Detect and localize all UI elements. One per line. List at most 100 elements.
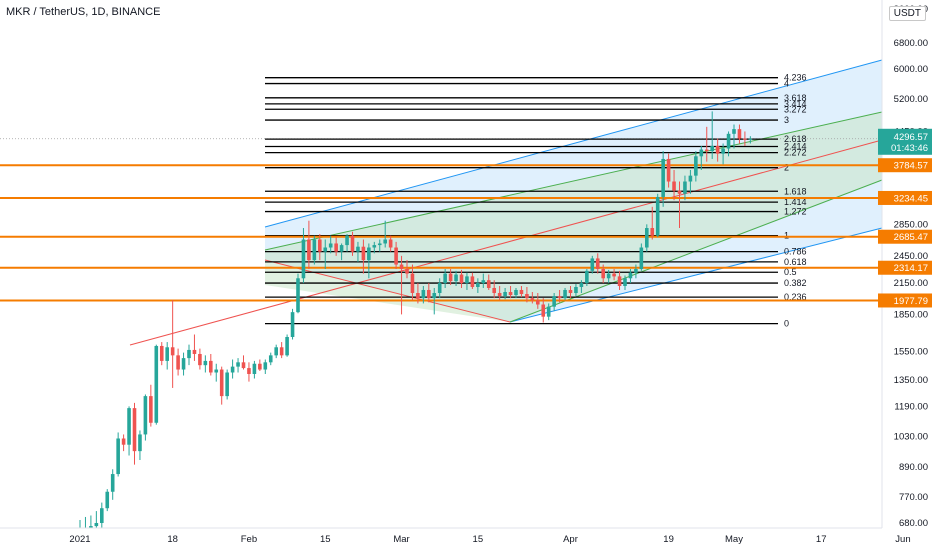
candle-35 [268, 352, 273, 366]
candle-body [361, 246, 366, 261]
fib-label-9: 1.618 [784, 186, 807, 196]
candle-body [350, 235, 355, 252]
candle-76 [492, 280, 496, 299]
fib-label-17: 3.618 [784, 93, 807, 103]
candle-body [334, 243, 338, 252]
candle-52 [361, 239, 366, 274]
candle-body [552, 296, 556, 307]
candle-body [585, 270, 589, 284]
x-tick-label-7: 19 [663, 534, 674, 545]
x-tick-label-9: 17 [816, 534, 827, 545]
candle-body [688, 175, 693, 182]
candle-46 [328, 235, 333, 254]
level-tag-label-1: 3234.45 [894, 193, 928, 204]
candle-body [236, 362, 240, 367]
candle-body [437, 283, 442, 294]
candle-body [328, 243, 333, 248]
candle-26 [219, 366, 224, 405]
candle-15 [159, 342, 164, 366]
candle-body [377, 243, 382, 246]
candle-body [650, 228, 655, 236]
candle-88 [557, 289, 562, 303]
candle-117 [715, 138, 720, 162]
candle-119 [726, 131, 731, 157]
candle-6 [110, 469, 115, 500]
candle-108 [666, 153, 671, 188]
x-tick-label-1: 18 [167, 534, 178, 545]
candle-body [606, 273, 611, 279]
candle-body [595, 258, 600, 270]
candle-body [601, 269, 605, 279]
level-tag-label-2: 2685.47 [894, 232, 928, 243]
current-price-label: 4296.57 [894, 132, 928, 143]
candle-body [470, 276, 475, 287]
candle-107 [661, 151, 665, 207]
candle-body [454, 274, 458, 282]
candle-44 [318, 234, 322, 261]
candle-97 [606, 269, 611, 284]
candle-111 [683, 175, 687, 201]
candle-20 [187, 344, 191, 366]
fib-label-11: 2.272 [784, 148, 807, 158]
fib-label-19: 4.236 [784, 73, 807, 83]
y-tick-label-9: 2450.00 [894, 251, 928, 262]
candle-body [263, 362, 268, 370]
candle-body [699, 149, 704, 157]
candle-18 [176, 348, 180, 376]
candle-body [655, 196, 660, 236]
candle-body [290, 312, 295, 337]
trend-median-line [129, 139, 883, 346]
candle-69 [454, 270, 458, 287]
candle-body [530, 298, 535, 301]
candle-body [639, 247, 644, 270]
candle-3 [94, 511, 99, 530]
candle-91 [574, 284, 578, 297]
candle-11 [138, 430, 142, 460]
candle-81 [519, 286, 524, 298]
candle-42 [307, 220, 311, 270]
candle-body [187, 349, 191, 359]
candle-body [318, 239, 322, 252]
candle-body [732, 129, 736, 134]
fib-label-3: 0.5 [784, 267, 797, 277]
candle-body [492, 287, 496, 294]
y-tick-label-18: 890.00 [899, 462, 928, 473]
candle-body [666, 158, 671, 182]
candle-body [748, 138, 753, 140]
fib-label-6: 1 [784, 231, 789, 241]
candle-100 [623, 275, 627, 290]
candle-64 [427, 283, 431, 303]
fib-label-1: 0.236 [784, 292, 807, 302]
candle-body [508, 291, 513, 296]
candle-36 [274, 344, 278, 359]
candle-67 [443, 269, 447, 288]
candle-body [661, 158, 665, 197]
currency-button[interactable]: USDT [888, 6, 926, 21]
x-tick-label-8: May [725, 534, 743, 545]
candle-body [536, 300, 540, 305]
level-tag-1 [878, 190, 932, 205]
candle-body [590, 258, 595, 271]
y-tick-label-13: 1850.00 [894, 309, 928, 320]
candle-body [737, 129, 742, 139]
candle-body [432, 293, 437, 299]
candle-113 [694, 151, 698, 182]
candle-body [481, 280, 486, 284]
candle-92 [579, 280, 584, 294]
fib-label-10: 2 [784, 163, 789, 173]
candle-79 [508, 286, 513, 299]
candle-body [154, 345, 159, 423]
candle-80 [514, 287, 518, 299]
fib-label-8: 1.414 [784, 197, 807, 207]
candle-body [209, 360, 213, 373]
candle-19 [181, 352, 186, 376]
y-tick-label-15: 1350.00 [894, 375, 928, 386]
candle-22 [198, 348, 202, 370]
candle-28 [230, 359, 235, 379]
candle-21 [192, 334, 197, 361]
fib-label-12: 2.414 [784, 142, 807, 152]
x-tick-label-5: 15 [473, 534, 484, 545]
candle-body [230, 366, 235, 373]
candle-43 [312, 235, 317, 265]
